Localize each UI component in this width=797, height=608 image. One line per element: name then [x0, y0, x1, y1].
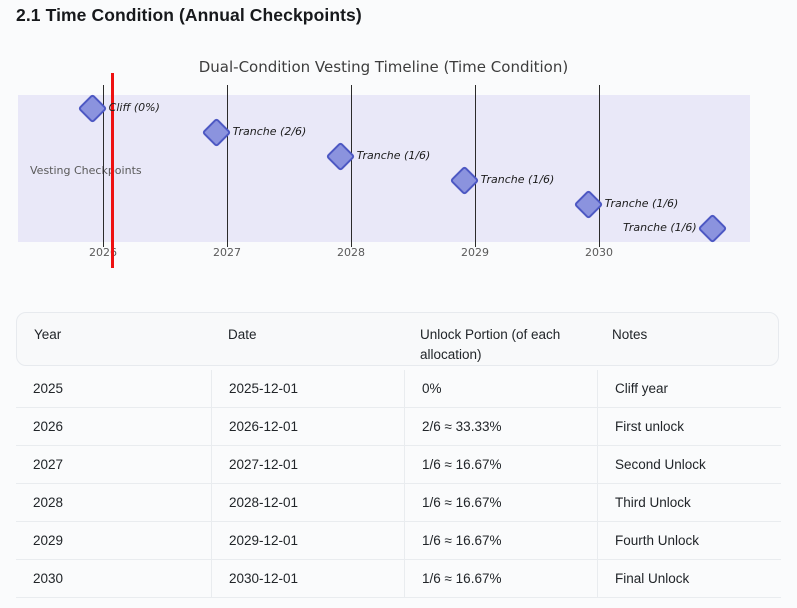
- table-cell: 1/6 ≈ 16.67%: [404, 560, 597, 597]
- x-axis-tick-label: 2026: [89, 246, 117, 259]
- x-axis-tick-label: 2027: [213, 246, 241, 259]
- checkpoint-label: Tranche (1/6): [356, 149, 431, 162]
- checkpoint-label: Cliff (0%): [108, 101, 160, 114]
- checkpoint-label: Tranche (1/6): [480, 173, 555, 186]
- table-cell: 1/6 ≈ 16.67%: [404, 484, 597, 521]
- checkpoint-label: Tranche (2/6): [232, 125, 307, 138]
- chart-title: Dual-Condition Vesting Timeline (Time Co…: [198, 58, 569, 76]
- table-row: 2026 2026-12-01 2/6 ≈ 33.33% First unlock: [16, 408, 781, 446]
- table-cell: 2028: [33, 495, 64, 510]
- table-cell: 2029-12-01: [211, 522, 404, 559]
- table-cell: First unlock: [597, 408, 781, 445]
- column-header-unlock: Unlock Portion (of each allocation): [419, 327, 561, 362]
- table-cell: 2025: [33, 381, 64, 396]
- table-cell: 2026: [33, 419, 64, 434]
- page-title: 2.1 Time Condition (Annual Checkpoints): [16, 5, 362, 25]
- x-axis-tick-label: 2028: [337, 246, 365, 259]
- table-cell: 2030-12-01: [211, 560, 404, 597]
- year-gridline: [226, 85, 228, 247]
- vesting-timeline-chart: Dual-Condition Vesting Timeline (Time Co…: [0, 52, 797, 282]
- table-cell: 2027-12-01: [211, 446, 404, 483]
- table-cell: 2027: [33, 457, 64, 472]
- checkpoint-label: Tranche (1/6): [622, 221, 697, 234]
- current-date-reference-line: [111, 73, 115, 268]
- year-gridline: [102, 85, 104, 247]
- year-gridline: [474, 85, 476, 247]
- year-gridline: [598, 85, 600, 247]
- table-cell: 1/6 ≈ 16.67%: [404, 522, 597, 559]
- table-row: 2028 2028-12-01 1/6 ≈ 16.67% Third Unlock: [16, 484, 781, 522]
- table-cell: Final Unlock: [597, 560, 781, 597]
- table-cell: Third Unlock: [597, 484, 781, 521]
- table-cell: 1/6 ≈ 16.67%: [404, 446, 597, 483]
- table-cell: Cliff year: [597, 370, 781, 407]
- chart-y-axis-label: Vesting Checkpoints: [30, 164, 142, 177]
- table-cell: 0%: [404, 370, 597, 407]
- checkpoint-label: Tranche (1/6): [604, 197, 679, 210]
- column-header-date: Date: [227, 327, 257, 342]
- table-row: 2030 2030-12-01 1/6 ≈ 16.67% Final Unlock: [16, 560, 781, 598]
- x-axis-tick-label: 2030: [585, 246, 613, 259]
- x-axis-tick-label: 2029: [461, 246, 489, 259]
- column-header-year: Year: [34, 327, 62, 342]
- table-cell: 2025-12-01: [211, 370, 404, 407]
- vesting-table-body: 2025 2025-12-01 0% Cliff year 2026 2026-12-01…: [16, 370, 781, 598]
- table-row: 2027 2027-12-01 1/6 ≈ 16.67% Second Unlock: [16, 446, 781, 484]
- year-gridline: [350, 85, 352, 247]
- column-header-notes: Notes: [611, 327, 648, 342]
- chart-plot-band: [18, 95, 750, 242]
- table-cell: 2029: [33, 533, 64, 548]
- table-cell: 2030: [33, 571, 64, 586]
- table-cell: 2028-12-01: [211, 484, 404, 521]
- table-cell: Fourth Unlock: [597, 522, 781, 559]
- table-row: 2025 2025-12-01 0% Cliff year: [16, 370, 781, 408]
- table-cell: Second Unlock: [597, 446, 781, 483]
- vesting-table-header: Year Date Unlock Portion (of each allocati…: [16, 312, 779, 366]
- table-cell: 2026-12-01: [211, 408, 404, 445]
- table-row: 2029 2029-12-01 1/6 ≈ 16.67% Fourth Unlock: [16, 522, 781, 560]
- table-cell: 2/6 ≈ 33.33%: [404, 408, 597, 445]
